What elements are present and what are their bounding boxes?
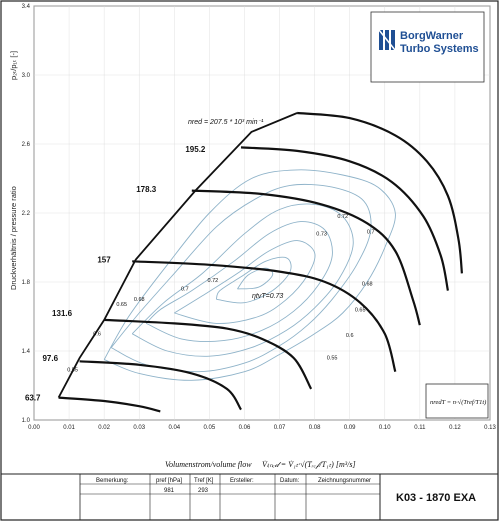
x-tick-label: 0.07 xyxy=(274,425,286,431)
y-axis-unit: p₂ₜ/p₁ₜ [-] xyxy=(9,51,18,80)
efficiency-island-0-72 xyxy=(215,256,292,304)
logo-line2: Turbo Systems xyxy=(400,43,479,55)
y-tick-label: 1.0 xyxy=(22,418,31,424)
x-tick-label: 0.08 xyxy=(309,425,321,431)
speed-line-157 xyxy=(132,260,397,373)
efficiency-island-0-6 xyxy=(110,183,372,373)
efficiency-label: 0.7 xyxy=(181,287,189,293)
efficiency-label: 0.55 xyxy=(327,356,338,362)
x-tick-label: 0.04 xyxy=(168,425,180,431)
efficiency-label: 0.65 xyxy=(116,302,127,308)
speed-line-178-3 xyxy=(191,189,421,326)
drawing-label: Zeichnungsnummer xyxy=(318,478,371,484)
logo-line1: BorgWarner xyxy=(400,30,464,42)
speed-line-97-6 xyxy=(79,360,242,411)
x-axis-ticks: 0.00 0.01 0.02 0.03 0.04 0.05 0.06 0.07 0.08 0.09… xyxy=(28,425,496,431)
pref-label: pref [hPa] xyxy=(156,478,182,484)
x-tick-label: 0.09 xyxy=(344,425,356,431)
logo-box xyxy=(370,11,485,83)
y-tick-label: 2.2 xyxy=(22,211,31,217)
efficiency-label: 0.65 xyxy=(355,307,366,313)
x-tick-label: 0.11 xyxy=(414,425,426,431)
speed-label: 157 xyxy=(97,256,111,265)
y-axis-title: Druckverhältnis / pressure ratio xyxy=(9,186,18,290)
speed-label: 97.6 xyxy=(42,354,58,363)
speed-line-63-7 xyxy=(58,396,161,413)
x-tick-label: 0.06 xyxy=(239,425,251,431)
pref-value: 981 xyxy=(164,488,175,494)
title-block: Bemerkung: pref [hPa] 981 Tref [K] 293 E… xyxy=(1,473,498,520)
y-tick-label: 3.0 xyxy=(22,73,31,79)
efficiency-label: 0.73 xyxy=(316,231,327,237)
efficiency-label: 0.6 xyxy=(346,333,354,339)
speed-label: 178.3 xyxy=(136,185,157,194)
speed-label: 131.6 xyxy=(52,309,73,318)
x-tick-label: 0.03 xyxy=(133,425,145,431)
eta-label: ηtvT=0.73 xyxy=(252,293,283,300)
efficiency-label: 0.55 xyxy=(67,368,78,374)
remark-label: Bemerkung: xyxy=(96,478,129,484)
date-label: Datum: xyxy=(280,478,300,484)
efficiency-label: 0.6 xyxy=(93,331,101,337)
efficiency-island-0-55 xyxy=(103,169,396,381)
speed-label: 195.2 xyxy=(185,145,206,154)
x-tick-label: 0.02 xyxy=(98,425,110,431)
tref-label: Tref [K] xyxy=(194,478,214,484)
efficiency-island-0-73 xyxy=(237,267,274,290)
speed-lines xyxy=(58,111,463,413)
x-axis-title: Volumenstrom/volume flow xyxy=(165,460,252,469)
drawing-number: K03 - 1870 EXA xyxy=(396,492,476,504)
y-tick-label: 3.4 xyxy=(22,4,31,10)
creator-label: Ersteller: xyxy=(230,478,254,484)
efficiency-islands xyxy=(103,169,396,381)
efficiency-label: 0.72 xyxy=(208,278,219,284)
efficiency-island-0-68 xyxy=(145,221,333,342)
speed-line-207-5 xyxy=(296,111,463,274)
efficiency-label: 0.7 xyxy=(367,230,375,236)
speed-line-131-6 xyxy=(104,318,313,390)
efficiency-label: 0.72 xyxy=(337,214,348,220)
speed-labels: 63.7 97.6 131.6 157 178.3 195.2 xyxy=(25,145,206,402)
efficiency-label: 0.68 xyxy=(362,281,373,287)
efficiency-island-0-7 xyxy=(174,240,316,324)
speed-annotation: nred = 207.5 * 10³ min⁻¹ xyxy=(188,119,264,126)
formula-box xyxy=(425,383,489,419)
surge-line xyxy=(57,112,298,399)
x-tick-label: 0.05 xyxy=(204,425,216,431)
tref-value: 293 xyxy=(198,488,209,494)
speed-line-195-2 xyxy=(240,146,449,291)
formula-text: nredT = n·√(Tref/T1t) xyxy=(430,398,486,406)
surge-line-group xyxy=(57,112,298,399)
x-tick-label: 0.13 xyxy=(484,425,496,431)
efficiency-labels: 0.55 0.6 0.65 0.68 0.7 0.72 0.72 0.73 0.7 0.68 0.6… xyxy=(67,214,374,374)
speed-label: 63.7 xyxy=(25,394,41,403)
borgwarner-logo-icon xyxy=(378,29,396,51)
efficiency-label: 0.68 xyxy=(134,297,145,303)
y-tick-label: 1.8 xyxy=(22,280,31,286)
x-axis-formula: V̇ₗᵢₙₑ𝒹 = V̇₁ₜ·√(Tᵣₑ𝒻/T₁ₜ) [m³/s] xyxy=(262,460,356,469)
x-tick-label: 0.00 xyxy=(28,425,40,431)
efficiency-island-0-65 xyxy=(131,203,354,357)
x-tick-label: 0.01 xyxy=(63,425,75,431)
y-axis-ticks: 1.0 1.4 1.8 2.2 2.6 3.0 3.4 xyxy=(22,4,31,424)
x-tick-label: 0.10 xyxy=(379,425,391,431)
y-tick-label: 2.6 xyxy=(22,142,31,148)
y-tick-label: 1.4 xyxy=(22,349,31,355)
x-tick-label: 0.12 xyxy=(449,425,461,431)
